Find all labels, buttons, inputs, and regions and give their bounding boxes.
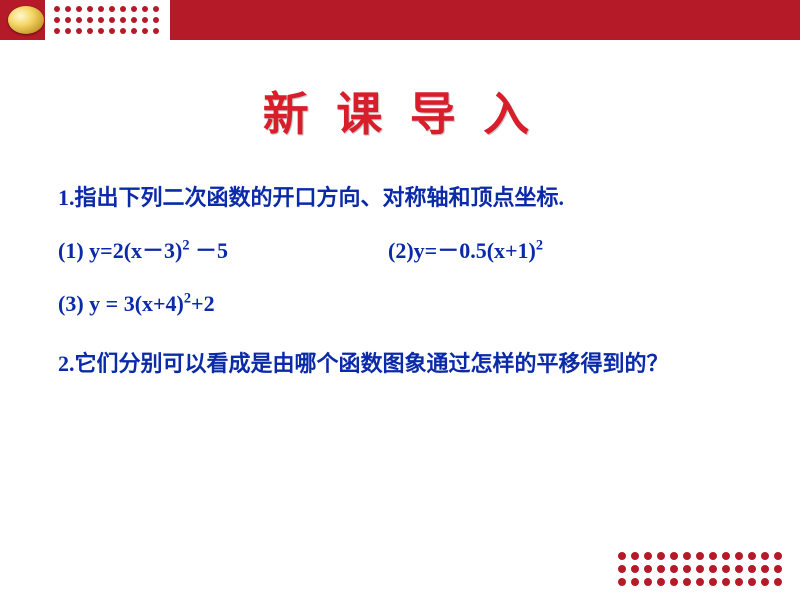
dot-icon — [618, 578, 626, 586]
dot-icon — [683, 578, 691, 586]
header-bar — [0, 0, 800, 40]
dot-icon — [54, 17, 60, 23]
question-1-prompt: 1.指出下列二次函数的开口方向、对称轴和顶点坐标. — [58, 180, 750, 215]
equation-1: (1) y=2(x－3)2 －5 — [58, 233, 388, 268]
dot-icon — [761, 578, 769, 586]
dot-icon — [87, 6, 93, 12]
dot-icon — [109, 17, 115, 23]
dot-icon — [142, 17, 148, 23]
dot-icon — [657, 578, 665, 586]
dot-icon — [670, 552, 678, 560]
eq3-label: (3) — [58, 291, 89, 316]
dot-icon — [735, 552, 743, 560]
page-title: 新 课 导 入 — [0, 78, 800, 144]
dot-icon — [761, 565, 769, 573]
dot-icon — [722, 552, 730, 560]
dot-icon — [735, 565, 743, 573]
equation-2: (2)y=－0.5(x+1)2 — [388, 233, 750, 268]
dot-icon — [696, 552, 704, 560]
dot-icon — [76, 17, 82, 23]
dot-icon — [670, 578, 678, 586]
dot-icon — [709, 578, 717, 586]
dot-icon — [76, 6, 82, 12]
dot-icon — [774, 565, 782, 573]
dot-icon — [98, 6, 104, 12]
dot-icon — [65, 17, 71, 23]
dot-icon — [670, 565, 678, 573]
dot-icon — [142, 6, 148, 12]
dot-icon — [618, 565, 626, 573]
dot-icon — [87, 17, 93, 23]
logo-badge — [8, 6, 44, 34]
dot-icon — [683, 552, 691, 560]
dot-icon — [631, 565, 639, 573]
dot-icon — [722, 578, 730, 586]
equation-3: (3) y = 3(x+4)2+2 — [58, 286, 750, 321]
dot-icon — [153, 17, 159, 23]
dot-icon — [709, 565, 717, 573]
dot-icon — [696, 565, 704, 573]
header-dot-grid — [54, 6, 161, 36]
dot-icon — [98, 28, 104, 34]
dot-icon — [131, 6, 137, 12]
dot-icon — [748, 552, 756, 560]
dot-icon — [774, 552, 782, 560]
dot-icon — [618, 552, 626, 560]
eq1-label: (1) — [58, 238, 89, 263]
dot-icon — [657, 565, 665, 573]
dot-icon — [631, 578, 639, 586]
dot-icon — [109, 6, 115, 12]
dot-icon — [120, 6, 126, 12]
dot-icon — [644, 552, 652, 560]
dot-icon — [748, 578, 756, 586]
dot-icon — [748, 565, 756, 573]
dot-icon — [120, 17, 126, 23]
dot-icon — [54, 6, 60, 12]
eq1-expr: y=2(x－3)2 －5 — [89, 238, 228, 263]
dot-icon — [142, 28, 148, 34]
dot-icon — [735, 578, 743, 586]
dot-icon — [109, 28, 115, 34]
eq2-expr: y=－0.5(x+1)2 — [414, 238, 543, 263]
dot-icon — [761, 552, 769, 560]
dot-icon — [54, 28, 60, 34]
dot-icon — [120, 28, 126, 34]
dot-icon — [131, 17, 137, 23]
content-area: 1.指出下列二次函数的开口方向、对称轴和顶点坐标. (1) y=2(x－3)2 … — [58, 180, 750, 399]
dot-icon — [644, 565, 652, 573]
dot-icon — [644, 578, 652, 586]
dot-icon — [87, 28, 93, 34]
eq3-expr: y = 3(x+4)2+2 — [89, 291, 214, 316]
equation-row-1-2: (1) y=2(x－3)2 －5 (2)y=－0.5(x+1)2 — [58, 233, 750, 268]
dot-icon — [696, 578, 704, 586]
dot-icon — [683, 565, 691, 573]
dot-icon — [657, 552, 665, 560]
footer-dot-grid — [618, 552, 784, 588]
eq2-label: (2) — [388, 238, 414, 263]
dot-icon — [153, 6, 159, 12]
dot-icon — [774, 578, 782, 586]
dot-icon — [709, 552, 717, 560]
dot-icon — [65, 6, 71, 12]
question-2: 2.它们分别可以看成是由哪个函数图象通过怎样的平移得到的？ — [58, 346, 750, 381]
dot-icon — [98, 17, 104, 23]
dot-icon — [131, 28, 137, 34]
dot-icon — [76, 28, 82, 34]
dot-icon — [65, 28, 71, 34]
dot-icon — [722, 565, 730, 573]
dot-icon — [153, 28, 159, 34]
dot-icon — [631, 552, 639, 560]
